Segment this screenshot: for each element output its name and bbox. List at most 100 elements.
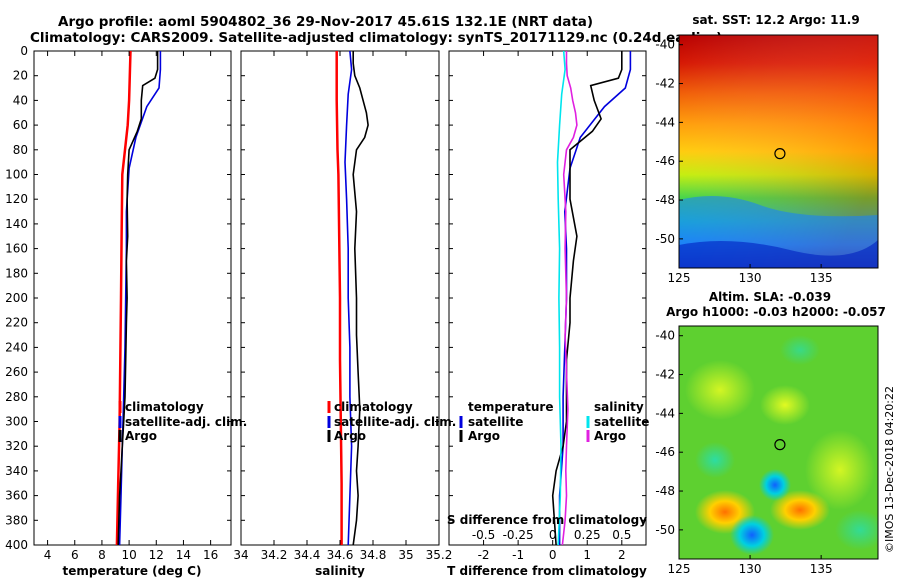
- depth-tick-label: 260: [5, 365, 28, 379]
- x-tick-label: 35.2: [426, 548, 453, 562]
- depth-tick-label: 340: [5, 464, 28, 478]
- depth-tick-label: 0: [20, 44, 28, 58]
- legend-temperature-heading: temperature: [468, 400, 553, 414]
- x-tick-label: 34.4: [294, 548, 321, 562]
- lon-tick-label: 130: [739, 271, 762, 285]
- lat-tick-label: -40: [655, 38, 675, 52]
- legend-s-argo-label: Argo: [594, 429, 626, 443]
- depth-tick-label: 240: [5, 340, 28, 354]
- difference-panel: [448, 50, 647, 546]
- x-tick-label: 35: [398, 548, 413, 562]
- depth-tick-label: 80: [13, 143, 28, 157]
- sla-low-anomaly: [730, 515, 774, 555]
- series-line-s-satellite: [556, 51, 566, 545]
- x-tick-label: 34.8: [360, 548, 387, 562]
- x-tick-label: 12: [149, 548, 164, 562]
- figure-title-line1: Argo profile: aoml 5904802_36 29-Nov-201…: [58, 14, 593, 30]
- depth-tick-label: 380: [5, 513, 28, 527]
- depth-tick-label: 300: [5, 415, 28, 429]
- depth-tick-label: 140: [5, 217, 28, 231]
- depth-tick-label: 160: [5, 242, 28, 256]
- temperature-panel: [33, 50, 232, 546]
- sst-coldest-water: [679, 240, 878, 268]
- s-difference-label: S difference from climatology: [447, 513, 647, 527]
- sla-map-ticks: 125 130 135 -40 -42 -44 -46 -48 -50: [655, 329, 832, 576]
- depth-tick-label: 320: [5, 439, 28, 453]
- legend-climatology-label: climatology: [334, 400, 413, 414]
- lat-tick-label: -44: [655, 115, 675, 129]
- x-tick-label: 16: [203, 548, 218, 562]
- series-line-argo: [352, 51, 369, 545]
- temperature-legend: climatology satellite-adj. clim. Argo: [118, 400, 247, 443]
- sla-map-title-line1: Altim. SLA: -0.039: [709, 290, 831, 304]
- depth-tick-label: 60: [13, 118, 28, 132]
- s-tick-label: 0.25: [574, 528, 601, 542]
- sla-high-anomaly: [770, 490, 830, 530]
- x-tick-label: -2: [478, 548, 490, 562]
- lat-tick-label: -50: [655, 232, 675, 246]
- depth-tick-label: 180: [5, 266, 28, 280]
- series-line-satellite-adj-clim-: [344, 51, 353, 545]
- sla-low-anomaly: [759, 469, 791, 501]
- legend-argo-label: Argo: [125, 429, 157, 443]
- sst-map-frame: [678, 34, 879, 269]
- lat-tick-label: -48: [655, 193, 675, 207]
- legend-s-satellite-label: satellite: [594, 415, 649, 429]
- lat-tick-label: -48: [655, 484, 675, 498]
- sla-map-title-line2: Argo h1000: -0.03 h2000: -0.057: [666, 305, 886, 319]
- lat-tick-label: -40: [655, 329, 675, 343]
- series-line-argo: [117, 51, 159, 545]
- x-axis-ticks: 4 6 8 10 12 14 16 34 34.2 34.4 34.6 34.8 35 35.2 -2 -1 0…: [44, 51, 631, 562]
- sla-low-anomaly: [695, 442, 735, 478]
- lon-tick-label: 125: [668, 562, 691, 576]
- sla-high-anomaly: [685, 360, 755, 420]
- sst-map-title: sat. SST: 12.2 Argo: 11.9: [692, 13, 859, 27]
- salinity-xlabel: salinity: [315, 564, 365, 578]
- sla-map: [679, 326, 878, 559]
- depth-tick-label: 220: [5, 316, 28, 330]
- s-tick-label: -0.25: [503, 528, 534, 542]
- legend-satellite-label: satellite-adj. clim.: [334, 415, 456, 429]
- x-tick-label: 10: [121, 548, 136, 562]
- series-line-t-argo: [551, 51, 623, 545]
- series-line-climatology: [335, 51, 343, 545]
- figure-title-line2: Climatology: CARS2009. Satellite-adjuste…: [30, 30, 722, 46]
- lat-tick-label: -46: [655, 154, 675, 168]
- salinity-series: [335, 51, 369, 545]
- argo-location-marker: [774, 148, 786, 160]
- lon-tick-label: 135: [810, 271, 833, 285]
- x-tick-label: 8: [98, 548, 106, 562]
- lon-tick-label: 130: [739, 562, 762, 576]
- legend-salinity-heading: salinity: [594, 400, 644, 414]
- salinity-legend: climatology satellite-adj. clim. Argo: [327, 400, 456, 443]
- sla-low-anomaly: [835, 510, 878, 550]
- depth-tick-label: 360: [5, 489, 28, 503]
- depth-tick-label: 400: [5, 538, 28, 552]
- x-tick-label: 6: [71, 548, 79, 562]
- lon-tick-label: 135: [810, 562, 833, 576]
- lat-tick-label: -42: [655, 368, 675, 382]
- temperature-series: [115, 51, 162, 545]
- depth-tick-label: 100: [5, 168, 28, 182]
- lon-tick-label: 125: [668, 271, 691, 285]
- legend-satellite-label: satellite-adj. clim.: [125, 415, 247, 429]
- legend-argo-label: Argo: [334, 429, 366, 443]
- x-tick-label: 14: [176, 548, 191, 562]
- sla-high-anomaly: [760, 385, 810, 425]
- sst-map: [679, 35, 878, 268]
- legend-t-argo-label: Argo: [468, 429, 500, 443]
- difference-legend-temperature: temperature satellite Argo: [459, 400, 553, 443]
- sla-low-anomaly: [780, 335, 820, 365]
- x-tick-label: 2: [618, 548, 626, 562]
- depth-tick-label: 40: [13, 93, 28, 107]
- lat-tick-label: -42: [655, 77, 675, 91]
- temperature-xlabel: temperature (deg C): [63, 564, 202, 578]
- difference-legend-salinity: salinity satellite Argo: [586, 400, 649, 443]
- x-tick-label: -1: [512, 548, 524, 562]
- sla-map-frame: [678, 325, 879, 560]
- sla-high-anomaly: [805, 430, 875, 510]
- x-tick-label: 34: [233, 548, 248, 562]
- lat-tick-label: -46: [655, 445, 675, 459]
- depth-tick-label: 120: [5, 192, 28, 206]
